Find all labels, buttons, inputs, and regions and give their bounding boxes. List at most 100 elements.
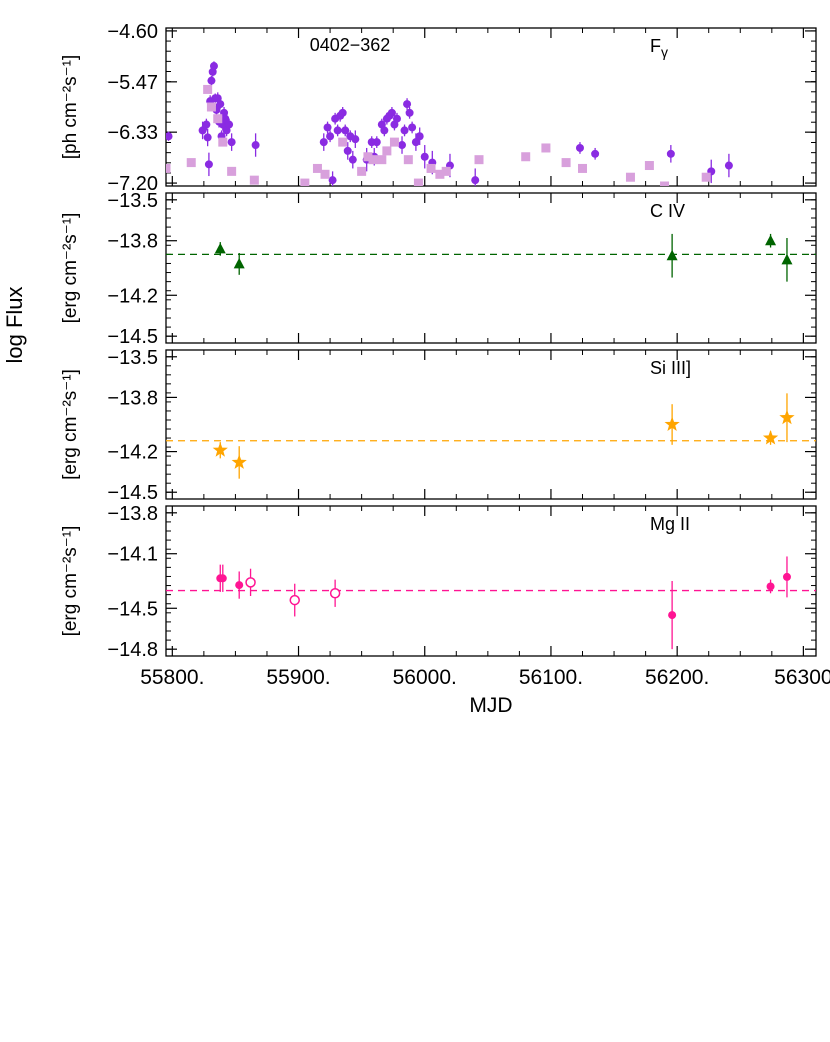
data-point	[541, 143, 551, 153]
data-point	[471, 176, 480, 185]
data-point	[666, 249, 678, 261]
data-point	[644, 161, 654, 171]
data-point	[377, 155, 387, 165]
data-point	[338, 108, 347, 117]
data-point	[289, 594, 300, 606]
data-point	[209, 62, 218, 71]
data-point	[319, 138, 328, 147]
data-point	[218, 574, 227, 583]
y-tick-label: −13.5	[107, 347, 158, 369]
x-tick-label: 56300	[774, 666, 830, 689]
panel-label: Mg II	[650, 514, 690, 534]
data-point	[420, 152, 429, 161]
data-point	[435, 169, 445, 179]
panel-mgii: 55800. 55900. 56000. 56100. 56200. 56300 −13.8…	[60, 503, 830, 689]
data-point	[351, 135, 360, 144]
y-tick-label: −13.8	[107, 231, 158, 253]
data-point	[323, 123, 332, 132]
data-point	[329, 588, 341, 599]
data-point	[591, 149, 600, 158]
x-tick-label: 56000.	[393, 666, 457, 689]
data-point	[206, 102, 216, 112]
data-point	[781, 253, 793, 265]
y-tick-label: −6.33	[107, 122, 158, 144]
data-point	[779, 409, 795, 425]
data-point	[400, 126, 409, 135]
data-point	[343, 146, 352, 155]
y-axis-label: [erg cm⁻²s⁻¹]	[60, 213, 81, 324]
y-tick-label: −4.60	[107, 21, 158, 43]
y-axis-label: [erg cm⁻²s⁻¹]	[60, 369, 81, 480]
x-axis-label: MJD	[469, 694, 512, 717]
data-markers	[216, 556, 791, 650]
data-point	[701, 172, 711, 182]
y-tick-label: −14.8	[107, 639, 158, 661]
y-axis-label: [erg cm⁻²s⁻¹]	[60, 526, 81, 637]
data-point	[245, 577, 256, 588]
panel-civ: −13.5 −13.8 −14.2 −14.5 [erg cm⁻²s⁻¹] C IV	[60, 190, 817, 348]
data-point	[235, 581, 244, 590]
data-point	[441, 166, 451, 176]
data-point	[474, 155, 484, 165]
data-point	[204, 160, 213, 169]
y-tick-label: −14.5	[107, 598, 158, 620]
y-tick-label: −14.2	[107, 442, 158, 464]
data-point	[312, 163, 322, 173]
data-point	[227, 166, 237, 176]
data-point	[221, 114, 230, 123]
data-point	[213, 114, 223, 124]
data-point	[426, 163, 436, 173]
y-tick-label: −14.5	[107, 482, 158, 504]
data-point	[198, 126, 207, 135]
data-point	[212, 442, 228, 457]
panel-frame	[165, 349, 817, 500]
panel-gamma: −4.60−5.47−6.33−7.20[ph cm⁻²s⁻¹]Fγ	[60, 21, 817, 195]
panel-frame	[165, 505, 817, 657]
data-point	[225, 120, 234, 129]
data-point	[207, 76, 216, 85]
x-tick-label: 55800.	[140, 666, 204, 689]
y-tick-label: −7.20	[107, 173, 158, 195]
data-point	[666, 149, 675, 158]
data-point	[575, 143, 584, 152]
data-point	[660, 181, 670, 186]
common-ylabel: log Flux	[2, 286, 27, 363]
data-point	[166, 132, 173, 141]
data-point	[300, 178, 310, 186]
panel-label: C IV	[650, 201, 685, 221]
data-point	[338, 137, 348, 147]
data-point	[218, 137, 228, 147]
data-point	[202, 120, 211, 129]
panel-label: Si III]	[650, 358, 691, 378]
panel-frame	[165, 27, 817, 187]
data-point	[403, 100, 412, 109]
data-point	[380, 126, 389, 135]
y-tick-label: −14.2	[107, 285, 158, 307]
data-point	[251, 141, 260, 150]
data-point	[392, 114, 401, 123]
data-point	[389, 137, 399, 147]
data-point	[341, 126, 350, 135]
panel-frame	[165, 192, 817, 344]
data-point	[668, 611, 677, 620]
data-point	[403, 155, 413, 165]
data-point	[408, 123, 417, 132]
data-markers	[166, 61, 733, 186]
data-point	[231, 454, 247, 469]
data-point	[413, 178, 423, 186]
data-point	[326, 132, 335, 141]
data-point	[405, 108, 414, 117]
data-point	[782, 572, 791, 581]
data-point	[382, 146, 392, 156]
data-point	[203, 84, 213, 94]
data-point	[625, 172, 635, 182]
data-point	[724, 161, 733, 170]
data-point	[328, 176, 337, 185]
y-tick-label: −14.5	[107, 326, 158, 348]
data-point	[166, 163, 171, 173]
data-point	[415, 132, 424, 141]
data-point	[664, 416, 680, 431]
data-point	[363, 152, 373, 162]
data-point	[233, 257, 245, 269]
